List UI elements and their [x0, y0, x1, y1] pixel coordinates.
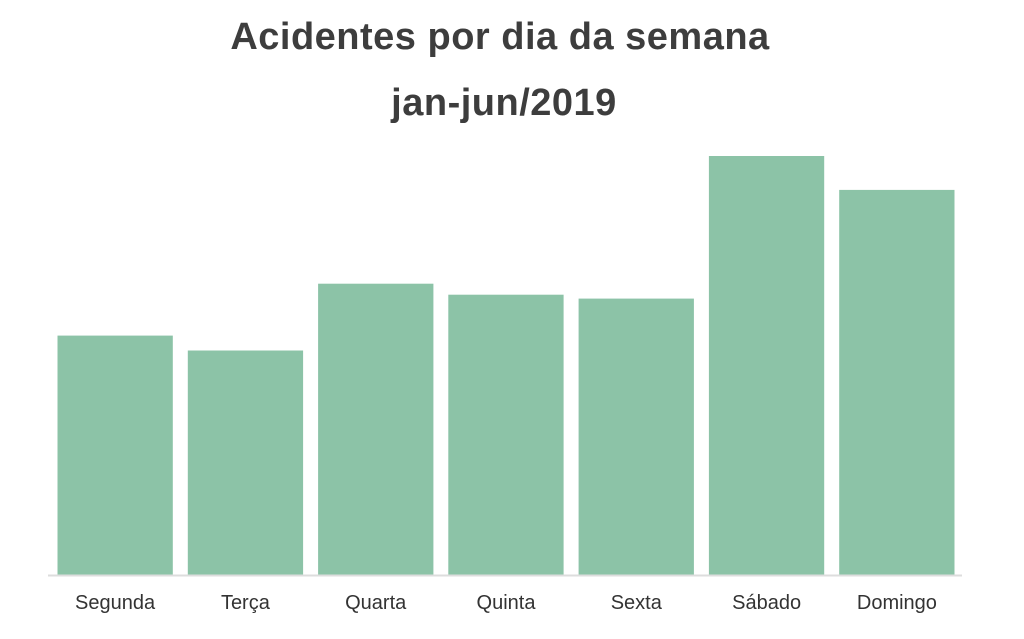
chart-title: Acidentes por dia da semana	[230, 16, 770, 58]
x-tick-label: Terça	[221, 592, 271, 614]
x-tick-label: Quinta	[477, 592, 537, 614]
x-tick-label: Sexta	[611, 592, 663, 614]
x-tick-label: Quarta	[345, 592, 407, 614]
x-tick-label: Domingo	[857, 592, 937, 614]
bar-sábado	[708, 156, 825, 575]
chart-subtitle: jan-jun/2019	[391, 82, 617, 124]
bar-terça	[187, 350, 304, 575]
bar-quarta	[318, 283, 434, 575]
bar-segunda	[57, 335, 173, 575]
x-tick-label: Segunda	[75, 592, 156, 614]
bar-sexta	[578, 298, 694, 575]
x-tick-label: Sábado	[732, 592, 801, 614]
bar-quinta	[448, 294, 564, 575]
bar-domingo	[839, 189, 955, 575]
